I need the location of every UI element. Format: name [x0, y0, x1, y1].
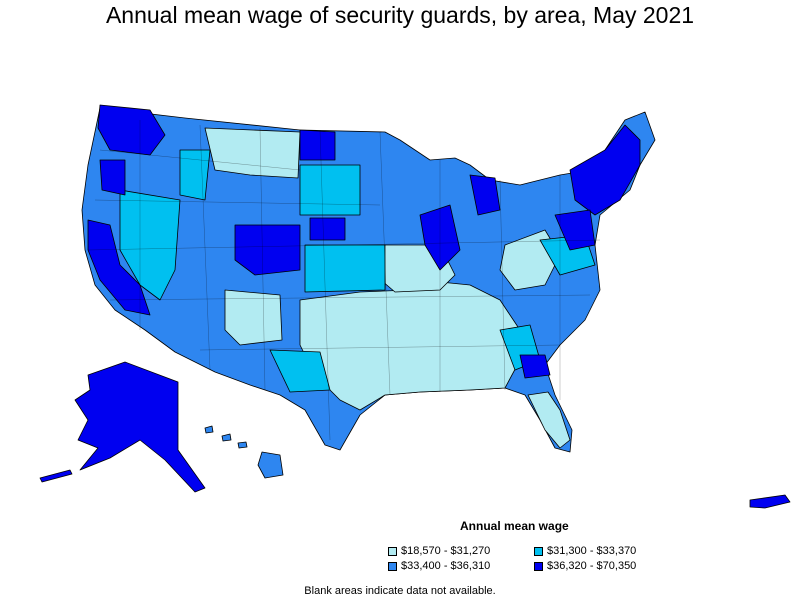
low-wage-florida	[527, 391, 571, 449]
legend-label-1: $18,570 - $31,270	[401, 545, 491, 557]
high-wage-minnesota	[299, 129, 336, 161]
legend-swatch-4	[534, 561, 543, 571]
legend-swatch-2	[534, 546, 543, 556]
map-title: Annual mean wage of security guards, by …	[105, 2, 695, 28]
high-wage-mid-atlantic	[554, 209, 596, 251]
mid-wage-nevada	[119, 189, 181, 301]
legend-item-2: $31,300 - $33,370	[534, 545, 636, 557]
low-wage-new-mexico	[224, 289, 283, 346]
high-wage-nebraska	[309, 217, 346, 241]
legend-title: Annual mean wage	[460, 519, 569, 533]
legend-item-4: $36,320 - $70,350	[534, 560, 636, 572]
high-wage-michigan	[469, 174, 501, 216]
footnote: Blank areas indicate data not available.	[304, 585, 496, 597]
legend-label-2: $31,300 - $33,370	[547, 545, 637, 557]
alaska-aleutians	[39, 469, 73, 483]
high-wage-northeast	[569, 124, 641, 216]
high-wage-california	[87, 219, 151, 316]
high-wage-oregon-west	[99, 159, 126, 196]
puerto-rico	[749, 494, 791, 509]
high-wage-colorado	[234, 224, 301, 276]
mid-wage-kansas	[304, 244, 386, 293]
alaska	[74, 361, 206, 493]
mid-wage-idaho	[179, 149, 211, 201]
legend-swatch-1	[388, 546, 397, 556]
county-boundaries	[87, 120, 601, 441]
mid-wage-texas-west	[269, 349, 331, 393]
legend-item-3: $33,400 - $36,310	[388, 560, 490, 572]
legend-label-4: $36,320 - $70,350	[547, 560, 637, 572]
legend-swatch-3	[388, 561, 397, 571]
high-wage-carolina-coast	[519, 354, 551, 379]
legend-label-3: $33,400 - $36,310	[401, 560, 491, 572]
mid-wage-dakotas	[299, 164, 361, 216]
legend-item-1: $18,570 - $31,270	[388, 545, 490, 557]
low-wage-montana	[204, 127, 301, 179]
hawaii	[204, 425, 284, 479]
